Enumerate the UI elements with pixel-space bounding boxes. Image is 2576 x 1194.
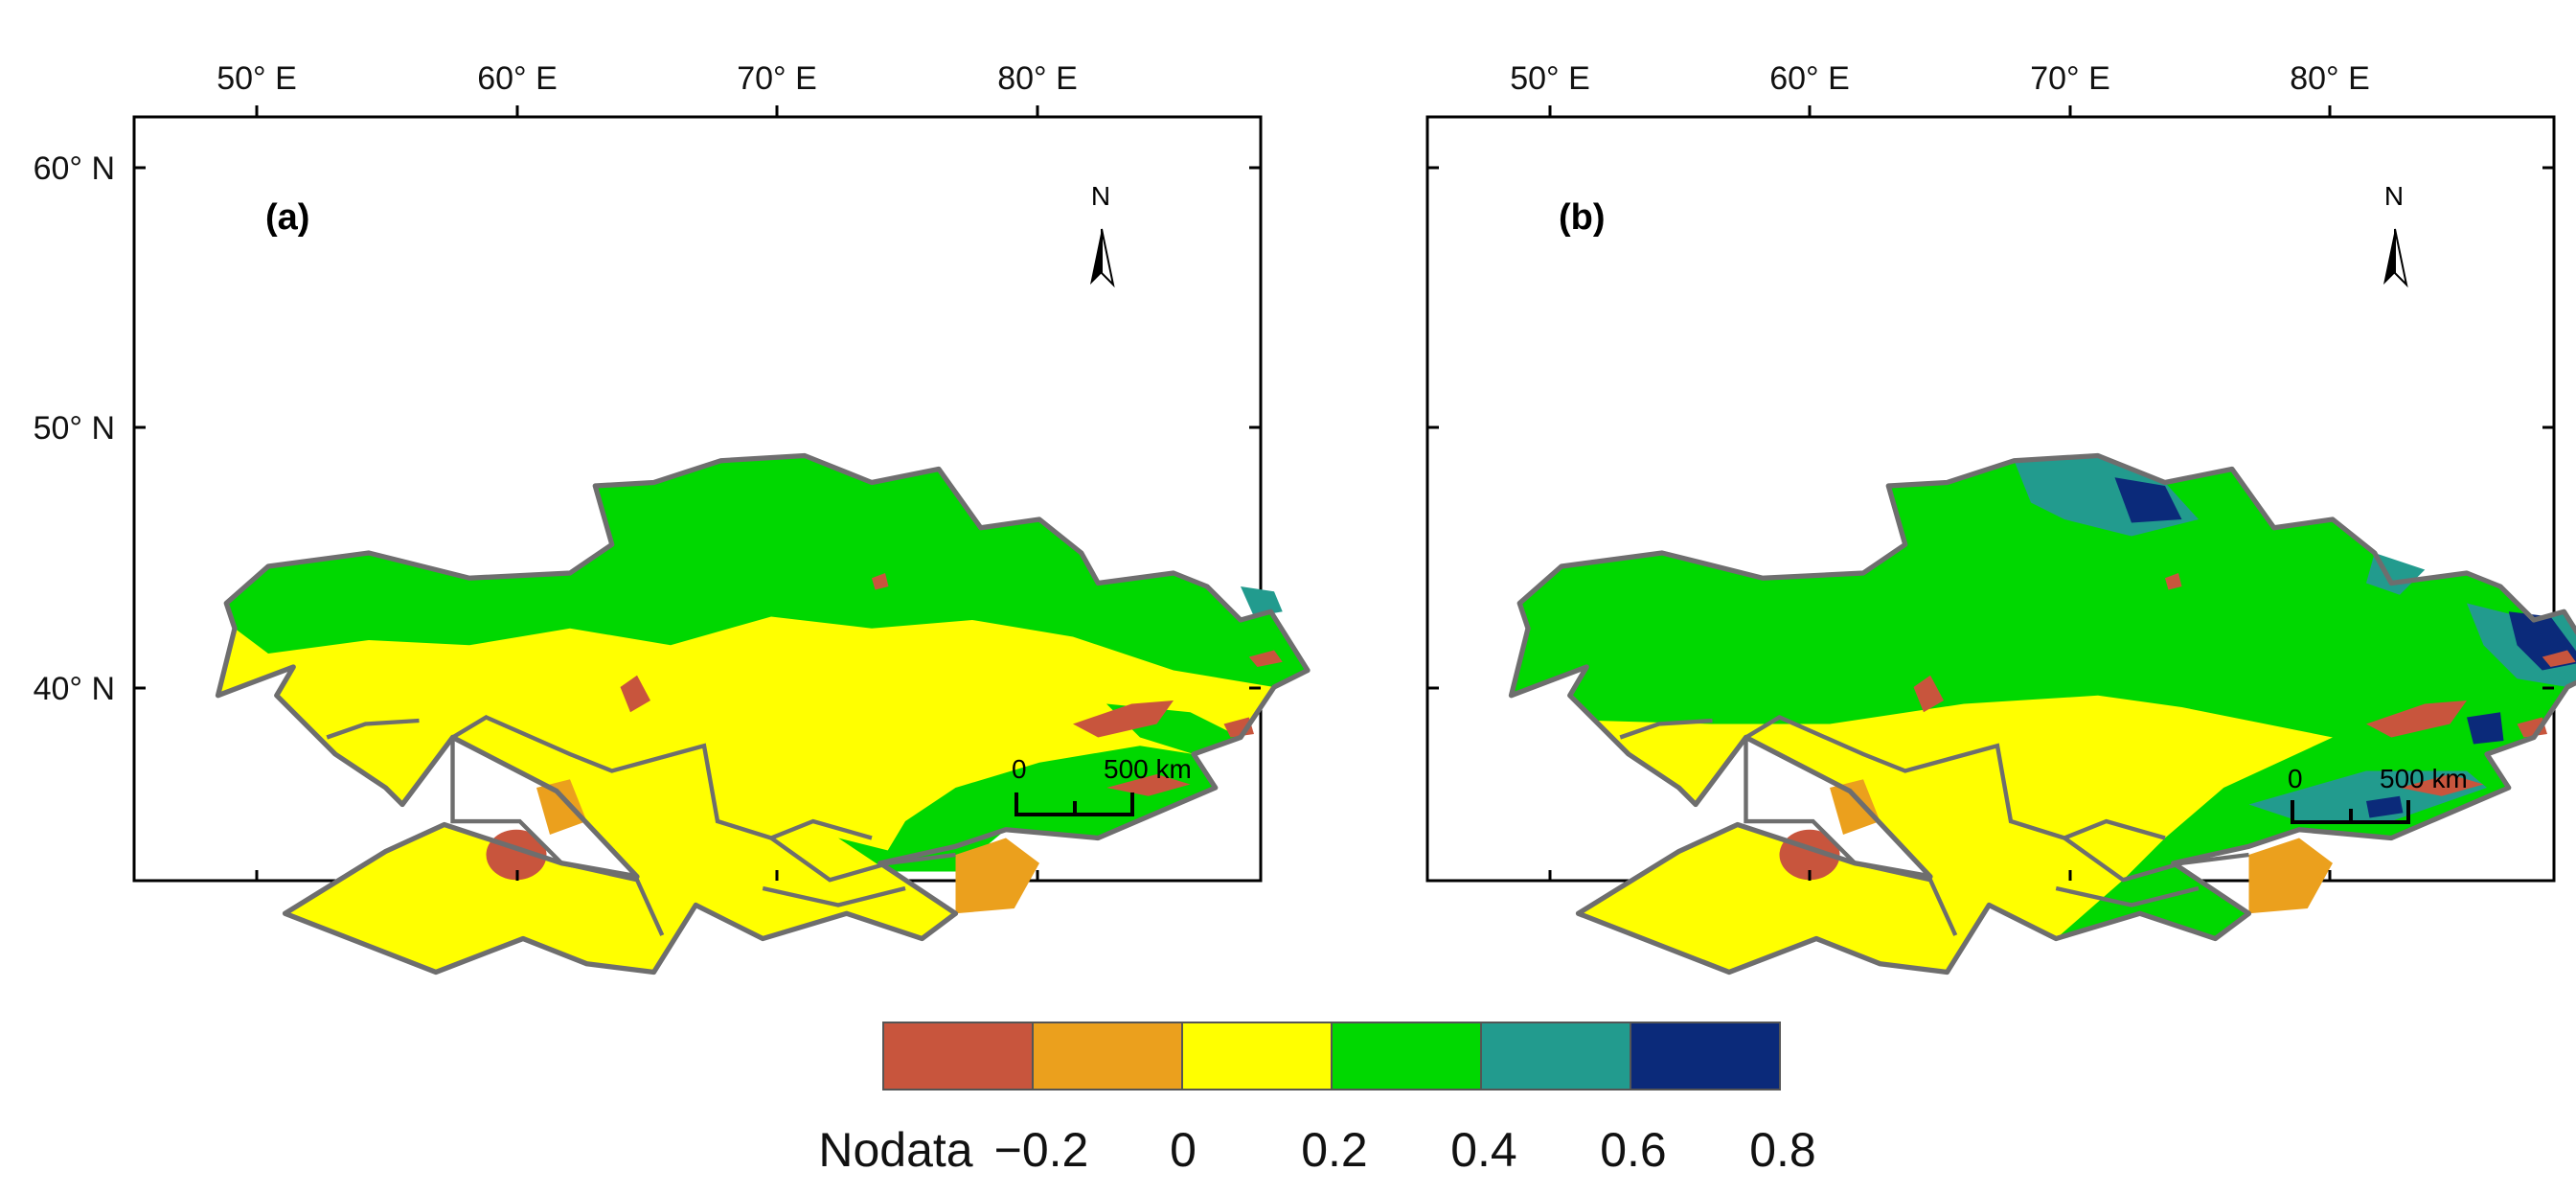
longitude-axis-a: 50° E 60° E 70° E 80° E [217, 60, 1078, 881]
panel-a-north-label: N [1091, 181, 1110, 211]
legend-swatch-0 [882, 1022, 1034, 1091]
lon-label: 70° E [737, 60, 817, 97]
legend-label: −0.2 [994, 1123, 1089, 1177]
lat-label: 60° N [34, 150, 115, 187]
lon-label: 70° E [2030, 60, 2110, 97]
panel-b-scale-zero: 0 [2288, 764, 2303, 793]
legend-label: 0.2 [1301, 1123, 1368, 1177]
lon-label: 50° E [1510, 60, 1590, 97]
panel-a-label: (a) [265, 197, 309, 238]
legend-swatch-3 [1331, 1022, 1482, 1091]
map-panel-b: (b) N 0 500 km [1425, 115, 2576, 973]
legend-label: 0.6 [1600, 1123, 1667, 1177]
map-panel-a: (a) N 0 500 km [132, 115, 1309, 973]
panel-b-scale-bar: 0 500 km [2288, 764, 2468, 824]
panel-b-north-label: N [2384, 181, 2404, 211]
legend-label-nodata: Nodata [818, 1123, 972, 1177]
lon-label: 60° E [477, 60, 558, 97]
legend-swatch-1 [1032, 1022, 1183, 1091]
panel-b-scale-max: 500 km [2380, 764, 2468, 793]
legend-swatch-2 [1181, 1022, 1333, 1091]
legend-labels: Nodata −0.2 0 0.2 0.4 0.6 0.8 [818, 1123, 1815, 1177]
lon-label: 80° E [997, 60, 1078, 97]
longitude-axis-b: 50° E 60° E 70° E 80° E [1510, 60, 2370, 881]
lon-label: 60° E [1769, 60, 1850, 97]
lon-label: 50° E [217, 60, 297, 97]
legend-swatch-4 [1480, 1022, 1631, 1091]
latitude-axis: 60° N 50° N 40° N [34, 150, 2554, 707]
panel-a-scale-zero: 0 [1012, 754, 1027, 784]
lon-label: 80° E [2290, 60, 2370, 97]
panel-a-scale-bar: 0 500 km [1012, 754, 1192, 816]
lat-label: 50° N [34, 410, 115, 447]
legend-label: 0.8 [1749, 1123, 1816, 1177]
legend-label: 0.4 [1450, 1123, 1517, 1177]
panel-b-label: (b) [1559, 197, 1606, 238]
panel-a-scale-max: 500 km [1104, 754, 1192, 784]
panel-b-region [1512, 456, 2576, 973]
panel-a-region [218, 456, 1309, 973]
lat-label: 40° N [34, 671, 115, 707]
color-legend [882, 1022, 1781, 1091]
legend-swatch-5 [1630, 1022, 1781, 1091]
legend-label: 0 [1170, 1123, 1197, 1177]
